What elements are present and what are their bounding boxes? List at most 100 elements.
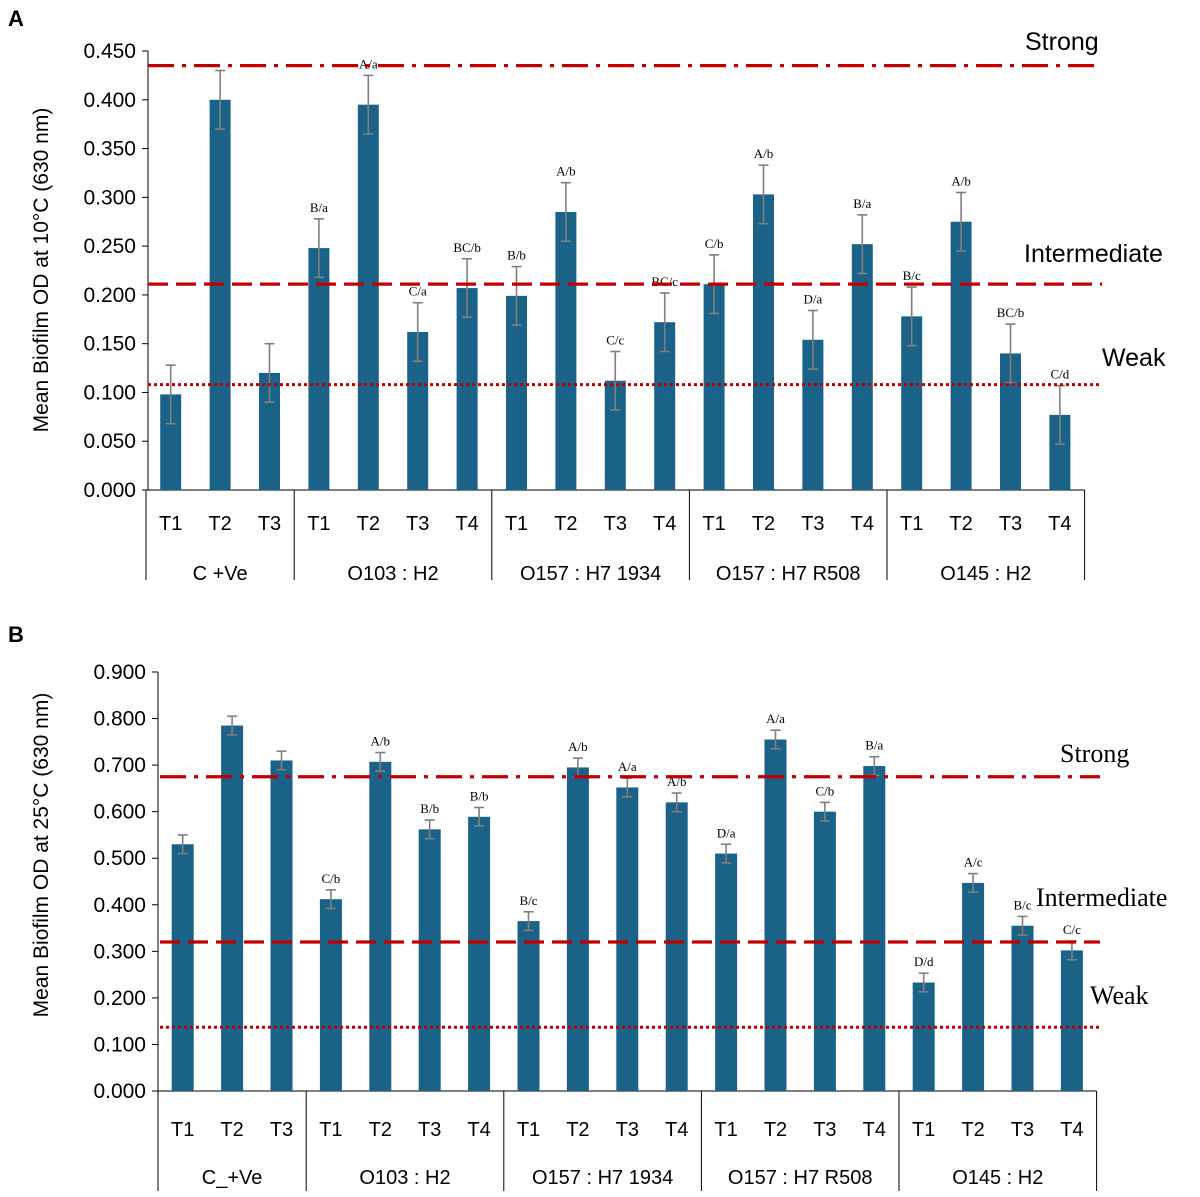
- data-label: B/a: [310, 200, 328, 215]
- data-label: C/b: [322, 871, 341, 886]
- bar: [369, 761, 392, 1091]
- bar: [802, 339, 824, 490]
- bar: [319, 899, 342, 1091]
- threshold-label-weak: Weak: [1090, 981, 1149, 1010]
- data-label: A/b: [754, 146, 774, 161]
- threshold-label-strong: Strong: [1060, 739, 1129, 768]
- data-label: C/b: [705, 236, 724, 251]
- data-label: C/c: [606, 332, 624, 347]
- x-group-label: O157 : H7 R508: [716, 563, 861, 585]
- bar: [1011, 925, 1034, 1091]
- panel-letter: B: [8, 622, 24, 647]
- bar: [764, 739, 787, 1091]
- x-tick-label: T1: [307, 513, 330, 535]
- y-tick-label: 0.100: [83, 381, 136, 404]
- y-tick-label: 0.700: [93, 754, 146, 777]
- bar: [456, 288, 478, 490]
- data-label: C/b: [816, 783, 835, 798]
- x-tick-label: T1: [714, 1119, 737, 1141]
- y-tick-label: 0.500: [93, 847, 146, 870]
- y-tick-label: 0.800: [93, 708, 146, 731]
- x-tick-label: T3: [616, 1119, 639, 1141]
- bar: [851, 244, 873, 490]
- x-group-label: O103 : H2: [347, 563, 438, 585]
- data-label: B/c: [1013, 897, 1031, 912]
- x-tick-label: T2: [357, 513, 380, 535]
- y-tick-label: 0.400: [93, 894, 146, 917]
- x-tick-label: T2: [764, 1119, 787, 1141]
- data-label: D/a: [804, 291, 823, 306]
- bar: [654, 322, 676, 490]
- data-label: D/a: [717, 825, 736, 840]
- bar: [665, 802, 688, 1091]
- chart-panel-b: B 0.000 0.100 0.200 0.300 0.400 0.500 0.600 0.70…: [8, 622, 1167, 1191]
- chart-panel-a: A 0.000 0.050 0.100 0.150 0.200 0.250 0.300 0.35…: [8, 6, 1166, 585]
- y-tick-label: 0.100: [93, 1033, 146, 1056]
- x-group-label: C_+Ve: [202, 1167, 263, 1189]
- x-tick-label: T2: [554, 513, 577, 535]
- data-label: B/c: [903, 268, 921, 283]
- data-label: BC/b: [453, 240, 480, 255]
- y-tick-label: 0.000: [83, 479, 136, 502]
- data-label: D/d: [914, 954, 934, 969]
- x-tick-label: T1: [900, 513, 923, 535]
- x-group-label: C +Ve: [193, 563, 248, 585]
- data-label: A/a: [618, 759, 637, 774]
- bar: [566, 767, 589, 1091]
- x-tick-label: T1: [912, 1119, 935, 1141]
- data-label: B/b: [420, 801, 439, 816]
- x-group-label: O103 : H2: [359, 1167, 450, 1189]
- data-label: B/a: [865, 738, 883, 753]
- bar: [171, 844, 194, 1091]
- x-tick-label: T3: [418, 1119, 441, 1141]
- bar: [813, 811, 836, 1091]
- bar: [950, 221, 972, 490]
- y-axis-label: Mean Biofilm OD at 25°C (630 nm): [30, 693, 53, 1018]
- x-tick-label: T3: [1011, 1119, 1034, 1141]
- data-label: A/b: [951, 173, 971, 188]
- data-label: A/b: [556, 164, 576, 179]
- data-label: C/d: [1051, 367, 1070, 382]
- x-group-label: O157 : H7 1934: [520, 563, 661, 585]
- bar: [270, 760, 293, 1091]
- bar: [1049, 414, 1071, 490]
- x-tick-label: T2: [566, 1119, 589, 1141]
- data-label: BC/c: [651, 274, 678, 289]
- y-tick-label: 0.300: [83, 186, 136, 209]
- data-label: B/b: [507, 248, 526, 263]
- x-group-label: O145 : H2: [952, 1167, 1043, 1189]
- data-label: B/c: [519, 893, 537, 908]
- y-tick-label: 0.600: [93, 801, 146, 824]
- x-tick-label: T4: [455, 513, 478, 535]
- bar: [901, 316, 923, 490]
- y-tick-label: 0.200: [93, 987, 146, 1010]
- x-tick-label: T4: [863, 1119, 886, 1141]
- x-tick-label: T2: [208, 513, 231, 535]
- x-tick-label: T2: [961, 1119, 984, 1141]
- threshold-label-strong: Strong: [1025, 28, 1099, 56]
- data-label: A/b: [371, 734, 391, 749]
- bar: [1000, 353, 1021, 490]
- data-label: A/c: [964, 855, 983, 870]
- y-tick-label: 0.000: [93, 1080, 146, 1103]
- x-tick-label: T4: [1048, 513, 1071, 535]
- x-group-label: O157 : H7 R508: [728, 1167, 873, 1189]
- x-tick-label: T2: [752, 513, 775, 535]
- y-tick-label: 0.450: [83, 40, 136, 63]
- y-tick-label: 0.050: [83, 430, 136, 453]
- bar: [209, 99, 231, 491]
- x-tick-label: T4: [1060, 1119, 1083, 1141]
- bar: [616, 787, 639, 1091]
- threshold-label-weak: Weak: [1102, 344, 1166, 372]
- bar: [160, 394, 182, 490]
- x-tick-label: T3: [813, 1119, 836, 1141]
- bar: [1060, 950, 1083, 1091]
- bar: [703, 284, 725, 490]
- bar: [221, 725, 244, 1091]
- bar: [715, 853, 738, 1091]
- x-group-label: O157 : H7 1934: [532, 1167, 673, 1189]
- y-tick-label: 0.250: [83, 235, 136, 258]
- y-axis-label: Mean Biofilm OD at 10°C (630 nm): [30, 108, 53, 433]
- bar: [357, 104, 379, 491]
- data-label: B/b: [470, 788, 489, 803]
